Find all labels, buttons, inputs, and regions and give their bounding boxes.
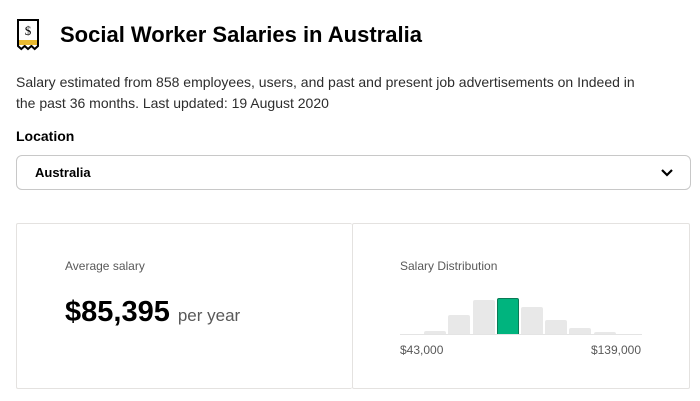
distribution-bar [593,332,616,335]
distribution-min-label: $43,000 [400,343,444,357]
page-title: Social Worker Salaries in Australia [60,22,422,47]
page-header: $ Social Worker Salaries in Australia [16,18,422,52]
location-selected-value: Australia [35,165,91,180]
chevron-down-icon [661,168,673,177]
location-label: Location [16,128,75,144]
distribution-chart [400,284,642,335]
location-select[interactable]: Australia [16,155,691,190]
salary-period: per year [177,306,241,325]
salary-receipt-icon: $ [17,19,39,51]
distribution-label: Salary Distribution [400,259,498,273]
average-salary-amount: $85,395 [65,296,170,328]
distribution-bar [448,315,471,335]
average-salary-label: Average salary [65,259,145,273]
salary-distribution-card: Salary Distribution $43,000 $139,000 [352,223,690,389]
distribution-bar [569,328,592,335]
distribution-bar [424,331,447,335]
distribution-bar-highlighted [496,298,519,335]
salary-description: Salary estimated from 858 employees, use… [16,74,635,111]
distribution-bar [472,300,495,335]
distribution-bar [545,320,568,335]
svg-text:$: $ [25,23,32,38]
average-salary-card: Average salary $85,395 per year [16,223,352,389]
chart-baseline [400,334,642,335]
distribution-max-label: $139,000 [590,343,641,357]
distribution-bar [521,307,543,335]
